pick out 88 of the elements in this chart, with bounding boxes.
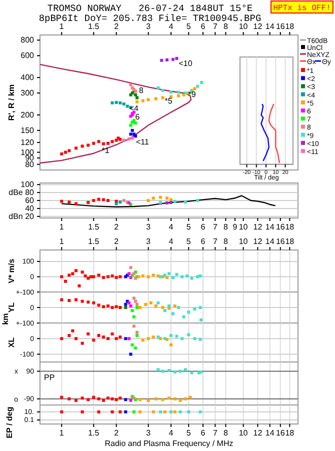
x-tick-label: 1 (59, 22, 64, 31)
x-tick-label: 16 (276, 22, 286, 31)
x-tick-label: 12 (253, 428, 263, 438)
x-tick-label: 10 (238, 428, 248, 438)
y-axis-title: XL (7, 337, 16, 348)
x-tick-label: 18 (285, 222, 295, 232)
annotation: <11 (136, 138, 150, 147)
x-tick-label: 7 (212, 428, 218, 438)
x-tick-label: 1.5 (88, 237, 100, 246)
x-tick-label: 2 (114, 237, 120, 246)
x-tick-label: 3 (146, 222, 152, 232)
annotation: 6 (135, 112, 140, 122)
x-tick-label: 1.5 (88, 222, 100, 232)
x-tick-label: 4 (168, 237, 174, 246)
y-axis-title: EP / deg (5, 406, 14, 438)
y-tick-label: 150 (20, 126, 35, 135)
x-tick-label: 5 (186, 428, 192, 438)
x-tick-label: 16 (276, 428, 286, 438)
y-tick-label: 80 (25, 160, 35, 169)
x-tick-label: 1.5 (88, 22, 100, 31)
x-tick-label: 16 (276, 222, 286, 232)
y-tick-label: dBn 20 (8, 212, 35, 221)
x-tick-label: 2 (114, 222, 120, 232)
x-tick-label: 5 (186, 237, 192, 246)
x-tick-label: 14 (265, 22, 275, 31)
x-tick-label: 8 (223, 237, 228, 246)
x-tick-label: 10 (238, 22, 248, 31)
text: HPTx is OFF! (273, 4, 331, 13)
y-axis-title: YL (7, 302, 16, 313)
x-tick-label: 18 (285, 22, 295, 31)
y-tick-label: 120 (20, 138, 35, 148)
y-tick-label: 300 (20, 88, 35, 98)
x-tick-label: 9 (232, 222, 238, 232)
x-tick-label: 3 (146, 237, 152, 246)
x-tick-label: 18 (285, 237, 295, 246)
x-tick-label: 1 (59, 428, 64, 438)
x-tick-label: 5 (186, 222, 192, 232)
x-tick-label: 1.5 (88, 428, 100, 438)
x-tick-label: 10 (238, 222, 248, 232)
x-tick-label: 4 (168, 22, 174, 31)
y-tick-label: 200 (20, 110, 35, 120)
x-tick-label: 12 (253, 237, 263, 246)
x-tick-label: 1 (59, 222, 64, 232)
annotation: 8 (139, 86, 144, 95)
annotation: *5 (164, 96, 173, 106)
annotation: <4 (129, 104, 140, 113)
x-tick-label: 4 (168, 222, 174, 232)
x-tick-label: 14 (265, 237, 275, 246)
chart-title: TROMSO NORWAY 26-07-24 1848UT 15°E (47, 3, 253, 14)
x-tick-label: 4 (168, 428, 174, 438)
x-tick-label: 3 (146, 22, 152, 31)
x-tick-label: 2 (114, 22, 120, 31)
x-tick-label: 14 (265, 222, 275, 232)
x-tick-label: 10 (238, 237, 248, 246)
x-tick-label: 6 (200, 222, 206, 232)
x-tick-label: 6 (200, 428, 206, 438)
x-tick-label: 1 (59, 237, 64, 246)
chart-subtitle: 8pBP6It DoY= 205.783 File= TR100945.BPG (38, 13, 262, 24)
x-tick-label: 7 (212, 22, 218, 31)
annotation: <10 (178, 58, 193, 68)
text: km (1, 313, 10, 325)
x-axis-title: Radio and Plasma Frequency / MHz (104, 439, 234, 448)
y-tick-label: 600 (20, 51, 35, 60)
annotation: *1 (102, 146, 110, 156)
y-axis-title: V* m/s (7, 258, 16, 284)
x-tick-label: 8 (223, 22, 228, 31)
y-tick-label: 100 (20, 180, 35, 190)
y-axis-title: R', R / km (7, 84, 16, 121)
x-tick-label: 14 (265, 428, 275, 438)
y-tick-label: dBe 80 (8, 188, 35, 198)
x-tick-label: 8 (223, 222, 228, 232)
x-tick-label: 8 (223, 428, 228, 438)
x-tick-label: 2 (114, 428, 120, 438)
x-tick-label: 7 (212, 222, 218, 232)
x-tick-label: 16 (276, 237, 286, 246)
y-tick-label: 400 (20, 73, 35, 82)
y-axis-title: PP (44, 373, 55, 382)
x-tick-label: 7 (212, 237, 218, 246)
y-tick-label: 40 (25, 204, 35, 214)
y-tick-label: 800 (20, 36, 35, 45)
x-tick-label: 6 (200, 22, 206, 31)
x-tick-label: 5 (186, 22, 192, 31)
x-tick-label: 6 (200, 237, 206, 246)
x-tick-label: 12 (253, 22, 263, 31)
y-tick-label: 60 (25, 196, 35, 206)
x-tick-label: 3 (146, 428, 152, 438)
x-tick-label: 12 (253, 222, 263, 232)
x-tick-label: 18 (285, 428, 295, 438)
